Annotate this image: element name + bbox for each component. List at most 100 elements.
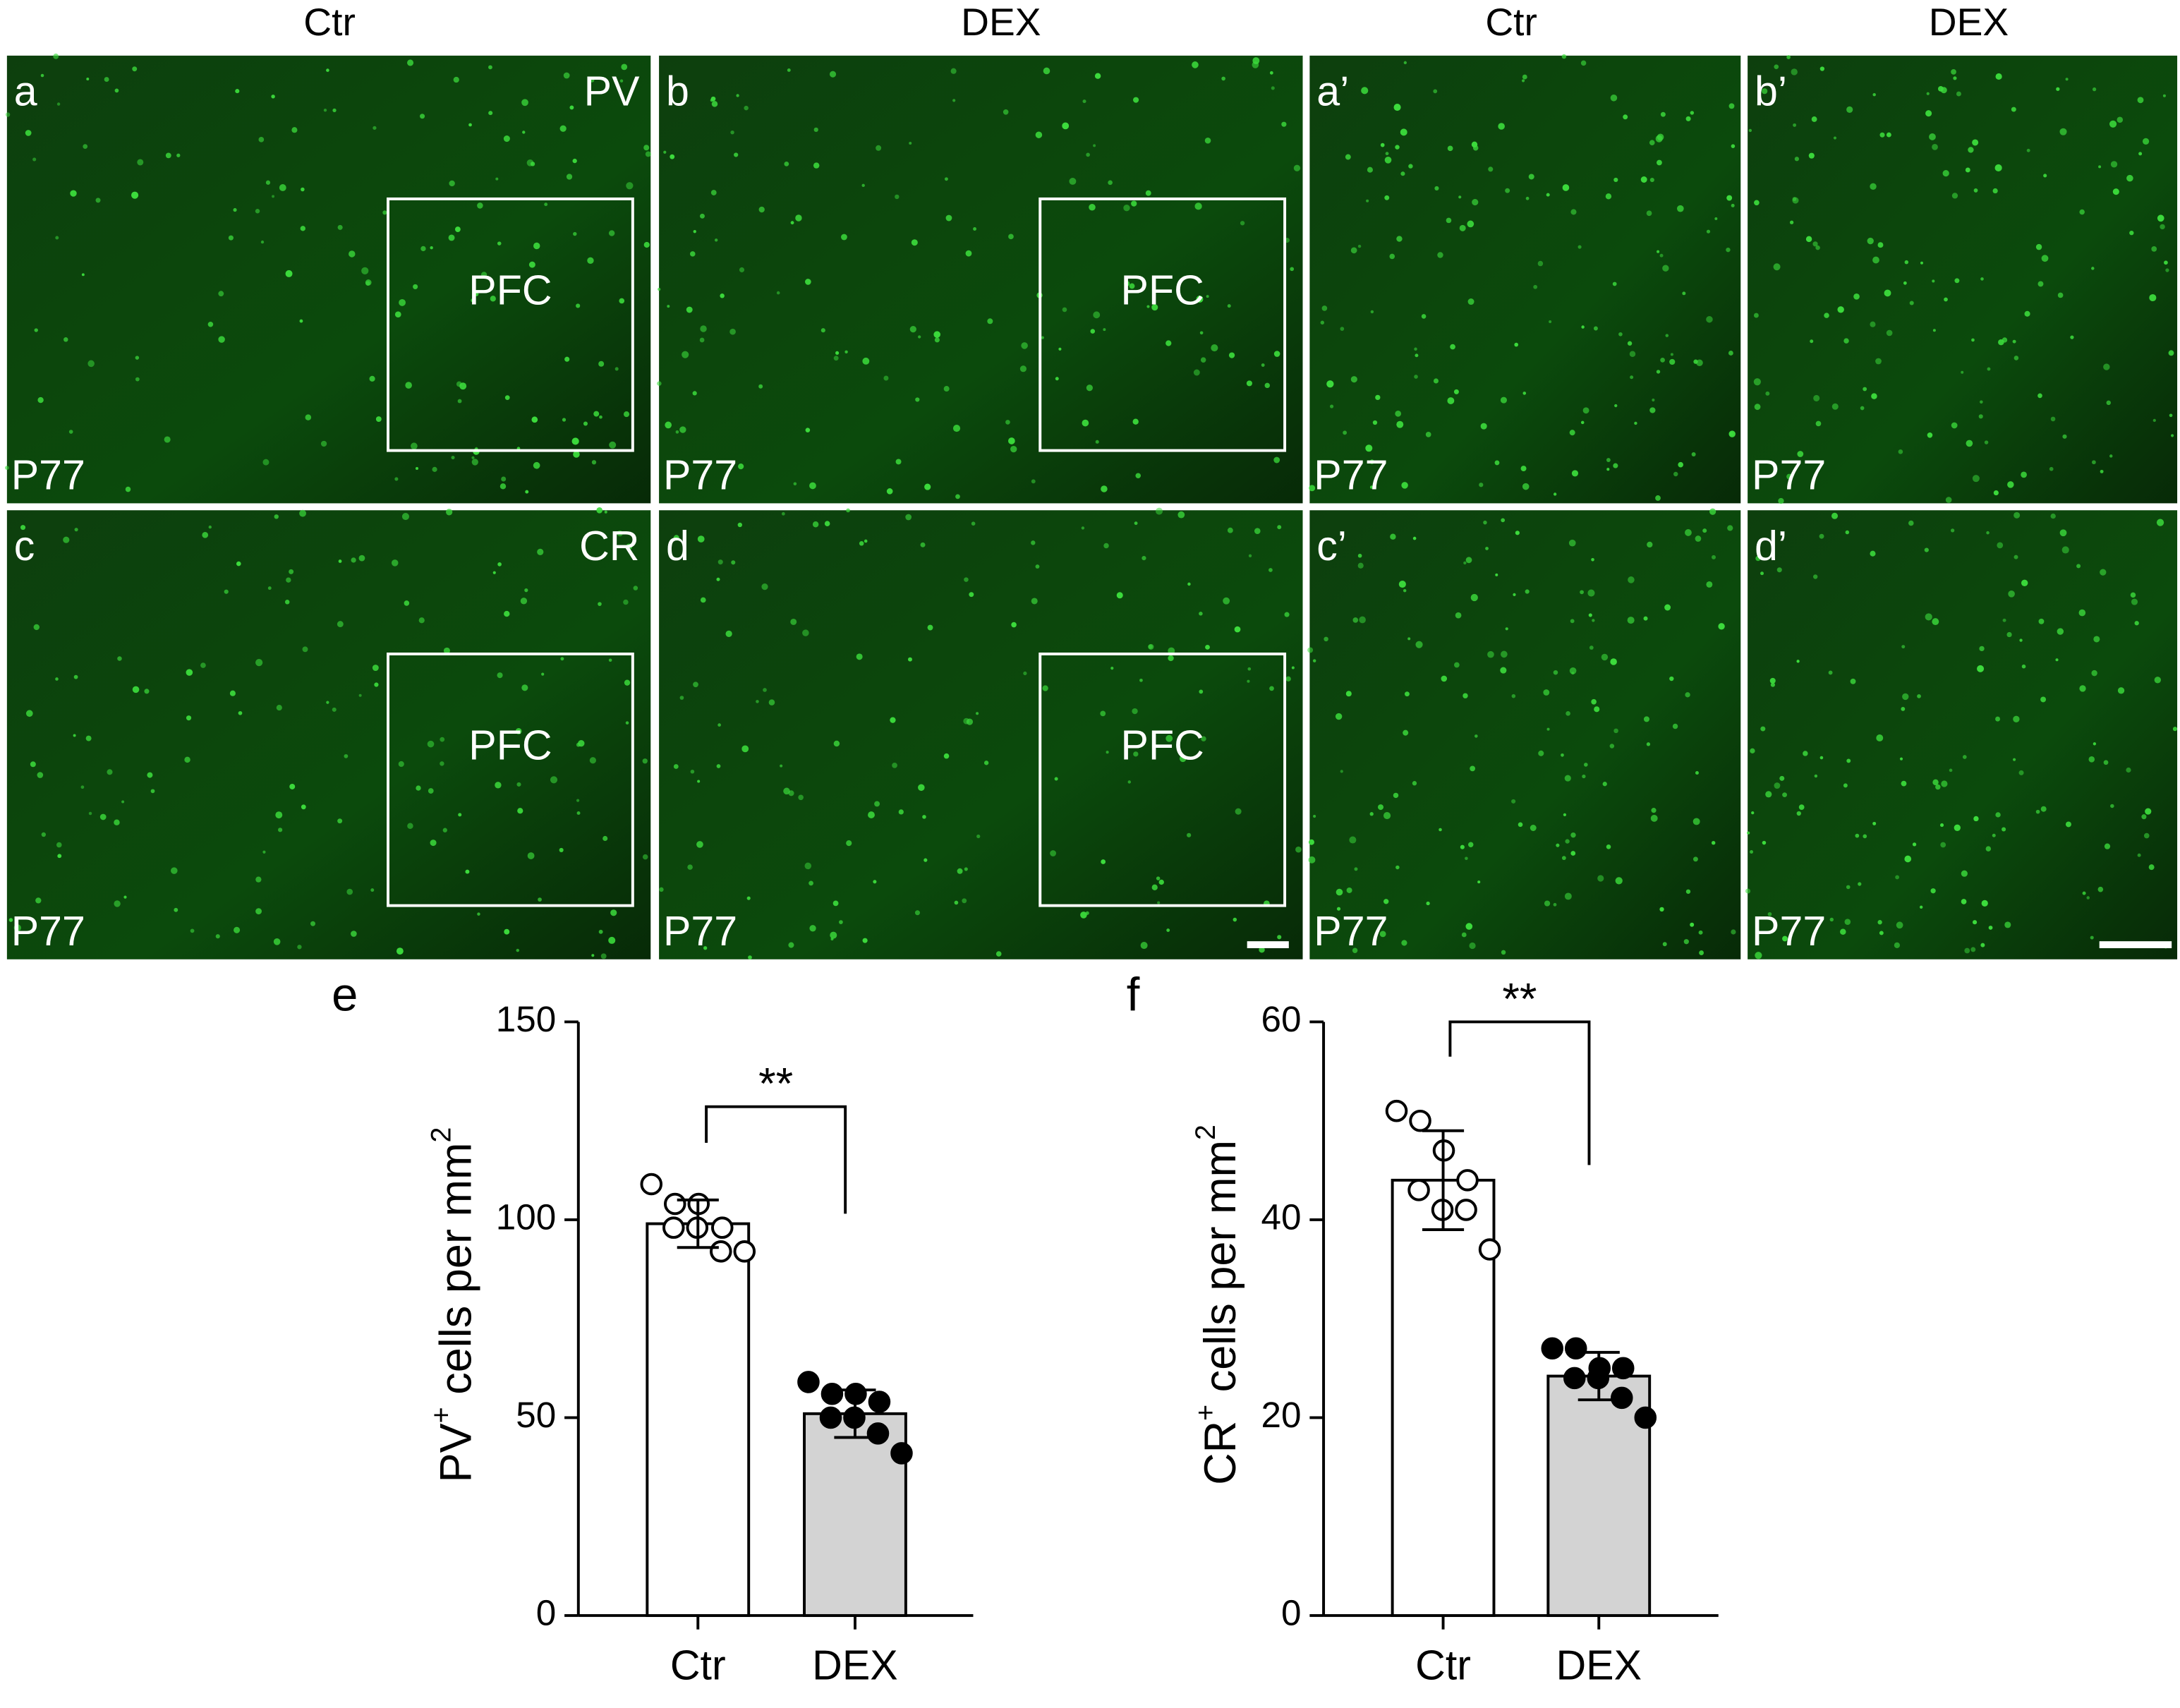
data-point — [710, 1216, 734, 1239]
cell-signal — [278, 828, 283, 832]
cell-signal — [131, 191, 139, 199]
cell-signal — [1846, 106, 1853, 113]
cell-signal — [2165, 268, 2169, 272]
cell-signal — [563, 72, 570, 79]
scale-bar — [2099, 941, 2172, 949]
cell-signal — [184, 756, 190, 763]
cell-signal — [717, 723, 721, 727]
cell-signal — [1264, 382, 1270, 389]
cell-signal — [1863, 834, 1867, 839]
region-box — [387, 652, 634, 907]
cell-signal — [1564, 775, 1571, 782]
cell-signal — [697, 780, 701, 783]
cell-signal — [1562, 184, 1570, 191]
cell-signal — [1690, 111, 1695, 115]
cell-signal — [969, 592, 974, 598]
cell-signal — [973, 227, 977, 231]
y-axis-label-part: CR — [1196, 1421, 1245, 1485]
cell-signal — [1433, 378, 1439, 384]
cell-signal — [1369, 812, 1374, 816]
cell-signal — [619, 298, 625, 304]
cell-signal — [495, 782, 502, 789]
cell-signal — [301, 187, 305, 192]
cell-signal — [844, 350, 848, 354]
cell-signal — [117, 656, 122, 661]
cell-signal — [2070, 335, 2074, 339]
cell-signal — [608, 658, 612, 662]
cell-signal — [1610, 95, 1618, 102]
cell-signal — [454, 226, 461, 232]
cell-signal — [1421, 314, 1427, 319]
cell-signal — [1966, 440, 1973, 447]
cell-signal — [1569, 430, 1575, 436]
cell-signal — [1634, 421, 1637, 425]
cell-signal — [2104, 843, 2111, 849]
cell-signal — [1643, 616, 1648, 621]
cell-signal — [398, 761, 404, 768]
cell-signal — [1920, 261, 1923, 265]
cell-signal — [70, 190, 77, 197]
cell-signal — [1008, 437, 1015, 444]
cell-signal — [1465, 923, 1473, 930]
cell-signal — [399, 298, 406, 306]
cell-signal — [2035, 809, 2040, 814]
cell-signal — [1613, 463, 1618, 468]
cell-signal — [1665, 334, 1669, 337]
cell-signal — [617, 530, 623, 537]
cell-signal — [1035, 564, 1040, 569]
cell-signal — [1956, 91, 1961, 97]
cell-signal — [1669, 676, 1674, 682]
cell-signal — [73, 734, 76, 737]
cell-signal — [1080, 911, 1087, 919]
cell-signal — [310, 921, 315, 926]
cell-signal — [1308, 856, 1316, 864]
cell-signal — [2110, 804, 2114, 808]
cell-signal — [5, 112, 11, 117]
cell-signal — [2109, 454, 2113, 458]
cell-signal — [2110, 161, 2118, 168]
cell-signal — [2049, 466, 2054, 471]
cell-signal — [1463, 693, 1468, 698]
cell-signal — [233, 207, 237, 212]
cell-signal — [2019, 638, 2023, 642]
cell-signal — [504, 610, 510, 617]
cell-signal — [645, 151, 651, 157]
cell-signal — [609, 441, 617, 449]
cell-signal — [1313, 815, 1316, 818]
cell-signal — [2100, 469, 2104, 473]
cell-signal — [1886, 132, 1891, 138]
cell-signal — [1082, 419, 1089, 427]
bar — [803, 1412, 907, 1617]
cell-signal — [456, 381, 462, 387]
cell-signal — [1774, 782, 1781, 789]
cell-signal — [255, 876, 262, 883]
cell-signal — [1711, 555, 1716, 559]
x-tick-label: DEX — [1556, 1641, 1642, 1688]
cell-signal — [1414, 347, 1417, 351]
cell-signal — [562, 418, 567, 422]
cell-signal — [2164, 260, 2168, 265]
cell-signal — [517, 808, 523, 814]
cell-signal — [1369, 459, 1374, 464]
cell-signal — [275, 811, 283, 819]
cell-signal — [471, 298, 475, 303]
cell-signal — [1840, 928, 1846, 935]
cell-signal — [1898, 449, 1903, 454]
cell-signal — [255, 908, 262, 915]
cell-signal — [1404, 691, 1410, 697]
cell-signal — [839, 920, 843, 924]
cell-signal — [344, 753, 349, 758]
cell-signal — [1747, 831, 1750, 835]
cell-signal — [583, 421, 588, 426]
data-point — [868, 1391, 891, 1413]
cell-signal — [258, 137, 265, 143]
cell-signal — [1093, 311, 1101, 319]
cell-signal — [68, 430, 73, 434]
cell-signal — [215, 934, 220, 939]
cell-signal — [499, 483, 507, 490]
cell-signal — [1062, 122, 1070, 130]
panel-letter: c — [14, 522, 35, 569]
cell-signal — [1860, 406, 1865, 411]
cell-signal — [2151, 246, 2157, 252]
cell-signal — [1811, 116, 1817, 122]
